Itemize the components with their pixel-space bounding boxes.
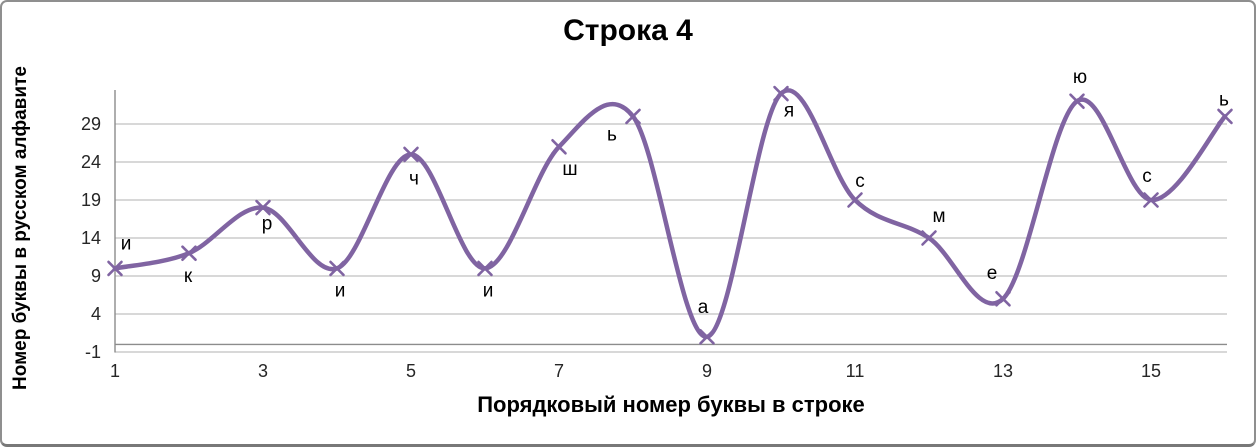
x-tick-label: 15 <box>1141 361 1161 381</box>
chart-title: Строка 4 <box>563 14 693 47</box>
data-point-label: я <box>784 101 794 122</box>
x-axis-title: Порядковый номер буквы в строке <box>477 392 865 417</box>
data-point-marker <box>1069 93 1085 109</box>
data-point-marker <box>255 199 271 216</box>
data-point-label: к <box>184 266 193 287</box>
data-point-label: и <box>335 280 346 301</box>
data-point-marker <box>773 85 789 102</box>
data-point-label: и <box>121 233 132 254</box>
data-point-label: м <box>932 206 945 227</box>
x-tick-label: 5 <box>406 361 416 381</box>
data-point-marker <box>625 108 641 125</box>
y-tick-label: 4 <box>91 304 101 324</box>
data-point-marker <box>477 260 493 277</box>
x-tick-label: 3 <box>258 361 268 381</box>
y-tick-label: 19 <box>81 190 101 210</box>
x-tick-label: 7 <box>554 361 564 381</box>
data-point-marker <box>847 192 863 208</box>
data-point-label: ю <box>1073 67 1087 88</box>
x-tick-label: 13 <box>993 361 1013 381</box>
data-point-marker <box>1217 108 1233 125</box>
data-point-label: ь <box>607 124 617 145</box>
data-point-marker <box>403 146 419 163</box>
data-point-marker <box>181 245 197 262</box>
data-point-label: ч <box>409 168 419 189</box>
y-tick-label: 24 <box>81 152 101 172</box>
y-tick-label: -1 <box>85 342 101 362</box>
data-point-label: с <box>1142 166 1152 187</box>
data-point-marker <box>699 328 715 345</box>
y-tick-label: 29 <box>81 114 101 134</box>
data-point-marker <box>995 290 1011 307</box>
data-point-label: а <box>698 297 709 318</box>
data-point-marker <box>1143 192 1159 208</box>
data-point-label: е <box>987 263 998 284</box>
data-point-label: с <box>855 171 865 192</box>
data-point-marker <box>107 260 123 277</box>
data-point-marker <box>921 230 937 246</box>
data-point-label: и <box>483 280 494 301</box>
x-tick-label: 1 <box>110 361 120 381</box>
y-tick-label: 9 <box>91 266 101 286</box>
data-point-marker <box>551 139 567 155</box>
x-tick-label: 11 <box>846 361 865 381</box>
data-point-label: ь <box>1219 89 1229 110</box>
data-point-marker <box>329 260 345 277</box>
series-line <box>112 88 1228 340</box>
x-tick-label: 9 <box>702 361 712 381</box>
data-point-label: р <box>262 214 273 235</box>
y-tick-label: 14 <box>81 228 101 248</box>
data-point-label: ш <box>562 159 577 180</box>
